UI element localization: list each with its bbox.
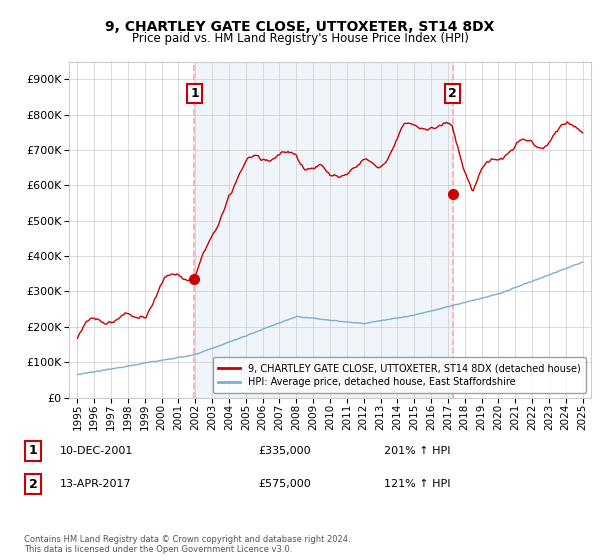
Text: 201% ↑ HPI: 201% ↑ HPI bbox=[384, 446, 451, 456]
Text: 1: 1 bbox=[29, 444, 37, 458]
Bar bbox=[194, 62, 452, 398]
Text: Contains HM Land Registry data © Crown copyright and database right 2024.
This d: Contains HM Land Registry data © Crown c… bbox=[24, 535, 350, 554]
Text: £575,000: £575,000 bbox=[258, 479, 311, 489]
Text: 2: 2 bbox=[29, 478, 37, 491]
Text: £335,000: £335,000 bbox=[258, 446, 311, 456]
Text: Price paid vs. HM Land Registry's House Price Index (HPI): Price paid vs. HM Land Registry's House … bbox=[131, 32, 469, 45]
Text: 1: 1 bbox=[190, 87, 199, 100]
Text: 13-APR-2017: 13-APR-2017 bbox=[60, 479, 131, 489]
Legend: 9, CHARTLEY GATE CLOSE, UTTOXETER, ST14 8DX (detached house), HPI: Average price: 9, CHARTLEY GATE CLOSE, UTTOXETER, ST14 … bbox=[212, 357, 586, 393]
Text: 121% ↑ HPI: 121% ↑ HPI bbox=[384, 479, 451, 489]
Text: 9, CHARTLEY GATE CLOSE, UTTOXETER, ST14 8DX: 9, CHARTLEY GATE CLOSE, UTTOXETER, ST14 … bbox=[106, 20, 494, 34]
Text: 10-DEC-2001: 10-DEC-2001 bbox=[60, 446, 133, 456]
Text: 2: 2 bbox=[448, 87, 457, 100]
